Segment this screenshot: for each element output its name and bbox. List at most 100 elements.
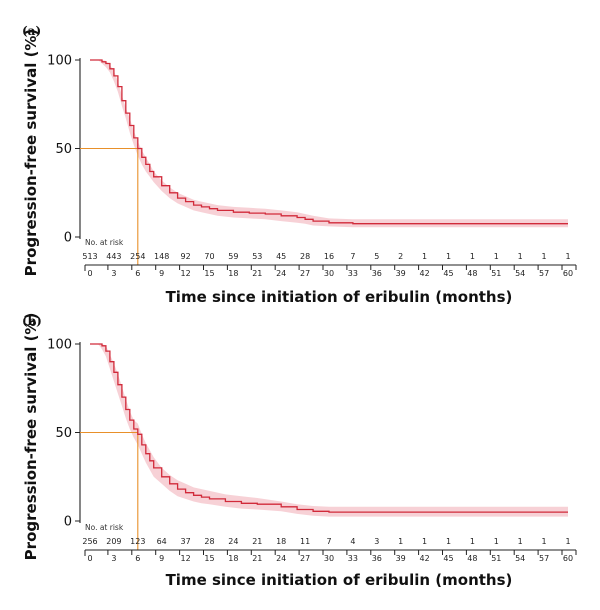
survival-curve [90,59,568,225]
x-tick-label: 39 [396,554,406,563]
x-tick-label: 45 [443,554,453,563]
y-tick-label: 0 [64,515,72,530]
x-axis-label: Time since initiation of eribulin (month… [166,288,513,306]
x-tick-label: 3 [111,554,116,563]
x-tick-label: 51 [491,269,501,278]
at-risk-value: 148 [154,252,169,261]
x-tick-label: 42 [420,269,430,278]
panel-label: (a) [22,24,41,38]
x-tick-label: 6 [135,554,140,563]
at-risk-value: 1 [518,252,523,261]
x-tick-label: 42 [420,554,430,563]
x-tick-label: 24 [276,554,286,563]
survival-curve [90,343,568,513]
at-risk-value: 1 [470,537,475,546]
at-risk-value: 3 [374,537,379,546]
x-tick-label: 27 [300,269,310,278]
x-tick-label: 0 [87,554,92,563]
at-risk-value: 254 [130,252,145,261]
at-risk-value: 1 [542,252,547,261]
at-risk-value: 59 [228,252,238,261]
x-tick-label: 36 [372,554,382,563]
x-tick-label: 33 [348,554,358,563]
at-risk-value: 1 [542,537,547,546]
x-tick-label: 60 [563,554,573,563]
at-risk-value: 1 [518,537,523,546]
at-risk-value: 11 [300,537,310,546]
at-risk-value: 7 [326,537,331,546]
at-risk-value: 209 [106,537,121,546]
x-tick-label: 15 [204,554,214,563]
x-tick-label: 30 [324,269,334,278]
x-tick-label: 18 [228,269,238,278]
at-risk-value: 24 [228,537,238,546]
at-risk-value: 28 [204,537,214,546]
x-tick-label: 45 [443,269,453,278]
at-risk-title: No. at risk [85,238,124,247]
at-risk-value: 64 [157,537,167,546]
y-tick-label: 0 [64,231,72,246]
at-risk-value: 1 [422,252,427,261]
at-risk-value: 443 [106,252,121,261]
x-axis-label: Time since initiation of eribulin (month… [166,571,513,589]
at-risk-value: 21 [252,537,262,546]
x-tick-label: 9 [159,554,164,563]
at-risk-value: 92 [181,252,191,261]
at-risk-value: 16 [324,252,334,261]
at-risk-value: 1 [494,252,499,261]
at-risk-value: 37 [181,537,191,546]
at-risk-value: 513 [82,252,97,261]
at-risk-value: 1 [470,252,475,261]
x-tick-label: 21 [252,269,262,278]
at-risk-value: 4 [350,537,355,546]
x-tick-label: 30 [324,554,334,563]
x-tick-label: 12 [181,554,191,563]
x-tick-label: 3 [111,269,116,278]
at-risk-value: 45 [276,252,286,261]
x-tick-label: 33 [348,269,358,278]
at-risk-value: 2 [398,252,403,261]
at-risk-value: 123 [130,537,145,546]
x-tick-label: 57 [539,554,549,563]
x-tick-label: 0 [87,269,92,278]
chart-panel-a: (a)Progression-free survival (%) 050100No… [22,24,577,306]
y-tick-label: 100 [47,338,72,353]
x-tick-label: 9 [159,269,164,278]
at-risk-value: 28 [300,252,310,261]
at-risk-value: 5 [374,252,379,261]
x-tick-label: 15 [204,269,214,278]
x-tick-label: 60 [563,269,573,278]
y-axis-label: Progression-free survival (%) [22,29,40,277]
x-tick-label: 48 [467,269,477,278]
y-axis-label: Progression-free survival (%) [22,313,40,561]
at-risk-value: 1 [565,537,570,546]
at-risk-value: 1 [398,537,403,546]
at-risk-value: 1 [446,252,451,261]
at-risk-title: No. at risk [85,523,124,532]
at-risk-value: 1 [422,537,427,546]
x-tick-label: 39 [396,269,406,278]
x-tick-label: 51 [491,554,501,563]
x-tick-label: 18 [228,554,238,563]
x-tick-label: 54 [515,269,525,278]
at-risk-value: 18 [276,537,286,546]
at-risk-value: 1 [494,537,499,546]
y-tick-label: 50 [55,142,72,157]
y-tick-label: 100 [47,54,72,69]
chart-panel-b: (b)Progression-free survival (%) 0 50 100 No… [22,313,577,589]
at-risk-value: 256 [82,537,97,546]
x-tick-label: 27 [300,554,310,563]
x-tick-label: 12 [181,269,191,278]
at-risk-value: 53 [252,252,262,261]
at-risk-value: 70 [204,252,214,261]
x-tick-label: 24 [276,269,286,278]
at-risk-value: 1 [446,537,451,546]
x-tick-label: 48 [467,554,477,563]
at-risk-value: 1 [565,252,570,261]
x-tick-label: 36 [372,269,382,278]
x-tick-label: 21 [252,554,262,563]
y-tick-label: 50 [55,426,72,441]
at-risk-value: 7 [350,252,355,261]
confidence-band [90,344,568,517]
